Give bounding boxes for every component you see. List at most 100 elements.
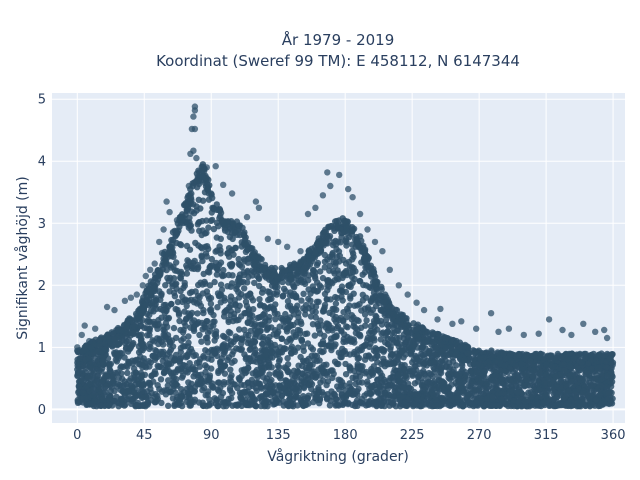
data-point bbox=[561, 393, 569, 401]
data-point bbox=[238, 340, 245, 347]
data-point bbox=[406, 343, 413, 350]
data-point bbox=[323, 371, 331, 379]
data-point bbox=[185, 339, 192, 346]
data-point bbox=[269, 354, 276, 361]
data-point bbox=[395, 353, 402, 361]
data-point bbox=[302, 330, 309, 338]
data-point bbox=[530, 352, 538, 360]
data-point bbox=[178, 374, 186, 381]
data-point bbox=[182, 322, 189, 329]
data-point bbox=[349, 401, 356, 409]
data-point bbox=[202, 243, 209, 250]
data-point bbox=[467, 370, 474, 377]
data-point bbox=[224, 356, 231, 364]
data-point bbox=[148, 291, 155, 298]
data-point bbox=[394, 388, 402, 395]
data-point bbox=[168, 301, 175, 308]
data-point bbox=[242, 369, 249, 377]
data-point bbox=[225, 253, 233, 260]
data-point bbox=[327, 397, 334, 404]
data-point bbox=[358, 346, 365, 354]
data-point bbox=[124, 348, 132, 355]
data-point bbox=[323, 361, 330, 368]
data-point bbox=[533, 401, 541, 408]
data-point bbox=[326, 402, 334, 409]
data-point bbox=[261, 353, 269, 360]
data-point bbox=[273, 399, 280, 406]
data-point bbox=[280, 285, 288, 292]
data-point bbox=[160, 348, 167, 355]
data-point bbox=[265, 296, 272, 304]
data-point bbox=[305, 295, 312, 303]
data-point bbox=[150, 370, 158, 377]
data-point bbox=[377, 374, 385, 381]
data-point bbox=[298, 336, 305, 343]
data-point bbox=[320, 307, 327, 315]
data-point bbox=[476, 387, 483, 394]
data-point bbox=[157, 376, 165, 383]
data-point bbox=[127, 375, 134, 382]
data-point bbox=[227, 329, 234, 337]
data-point bbox=[368, 365, 375, 373]
data-point bbox=[228, 394, 235, 402]
data-point bbox=[378, 330, 385, 337]
data-point bbox=[374, 388, 381, 395]
data-point bbox=[410, 367, 417, 375]
data-point bbox=[217, 250, 224, 257]
data-point bbox=[154, 362, 161, 369]
data-point bbox=[96, 367, 103, 374]
data-point bbox=[557, 377, 564, 384]
data-point bbox=[466, 390, 474, 398]
data-point bbox=[332, 300, 340, 307]
data-point bbox=[185, 333, 192, 340]
data-point bbox=[280, 318, 287, 325]
data-point bbox=[459, 401, 466, 409]
data-point bbox=[189, 364, 196, 371]
data-point bbox=[286, 335, 293, 343]
data-point bbox=[174, 298, 182, 306]
data-point bbox=[187, 311, 194, 319]
data-point bbox=[335, 376, 342, 383]
data-point bbox=[91, 397, 98, 404]
data-point bbox=[318, 365, 325, 372]
data-point bbox=[154, 335, 161, 342]
data-point bbox=[108, 329, 116, 336]
data-point bbox=[174, 382, 181, 389]
data-point bbox=[225, 318, 232, 326]
data-point bbox=[288, 275, 295, 282]
data-point bbox=[170, 324, 178, 332]
data-point bbox=[346, 281, 354, 288]
data-point bbox=[320, 391, 327, 398]
data-point bbox=[572, 388, 579, 395]
data-point bbox=[220, 403, 227, 410]
data-point bbox=[305, 392, 312, 399]
data-point bbox=[105, 361, 113, 368]
data-point bbox=[268, 264, 275, 272]
data-point bbox=[82, 369, 89, 376]
data-point bbox=[249, 393, 256, 401]
data-point bbox=[403, 328, 410, 336]
data-point bbox=[271, 310, 278, 317]
data-point bbox=[183, 262, 190, 269]
data-point bbox=[270, 331, 277, 338]
data-point bbox=[213, 201, 220, 208]
data-point bbox=[254, 327, 261, 335]
data-point bbox=[290, 283, 297, 290]
data-point bbox=[188, 227, 195, 234]
data-point bbox=[237, 395, 244, 402]
data-point bbox=[241, 351, 248, 358]
data-point bbox=[430, 364, 437, 371]
data-point bbox=[553, 401, 560, 408]
data-point bbox=[395, 372, 402, 379]
data-point bbox=[317, 268, 324, 275]
data-point bbox=[300, 358, 308, 366]
data-point bbox=[117, 364, 124, 371]
data-point bbox=[428, 341, 435, 348]
data-point bbox=[369, 371, 376, 378]
data-point bbox=[199, 281, 206, 288]
data-point bbox=[177, 241, 184, 248]
data-point bbox=[93, 378, 101, 385]
data-point bbox=[241, 382, 248, 389]
data-point bbox=[142, 393, 150, 400]
data-point bbox=[207, 300, 215, 307]
